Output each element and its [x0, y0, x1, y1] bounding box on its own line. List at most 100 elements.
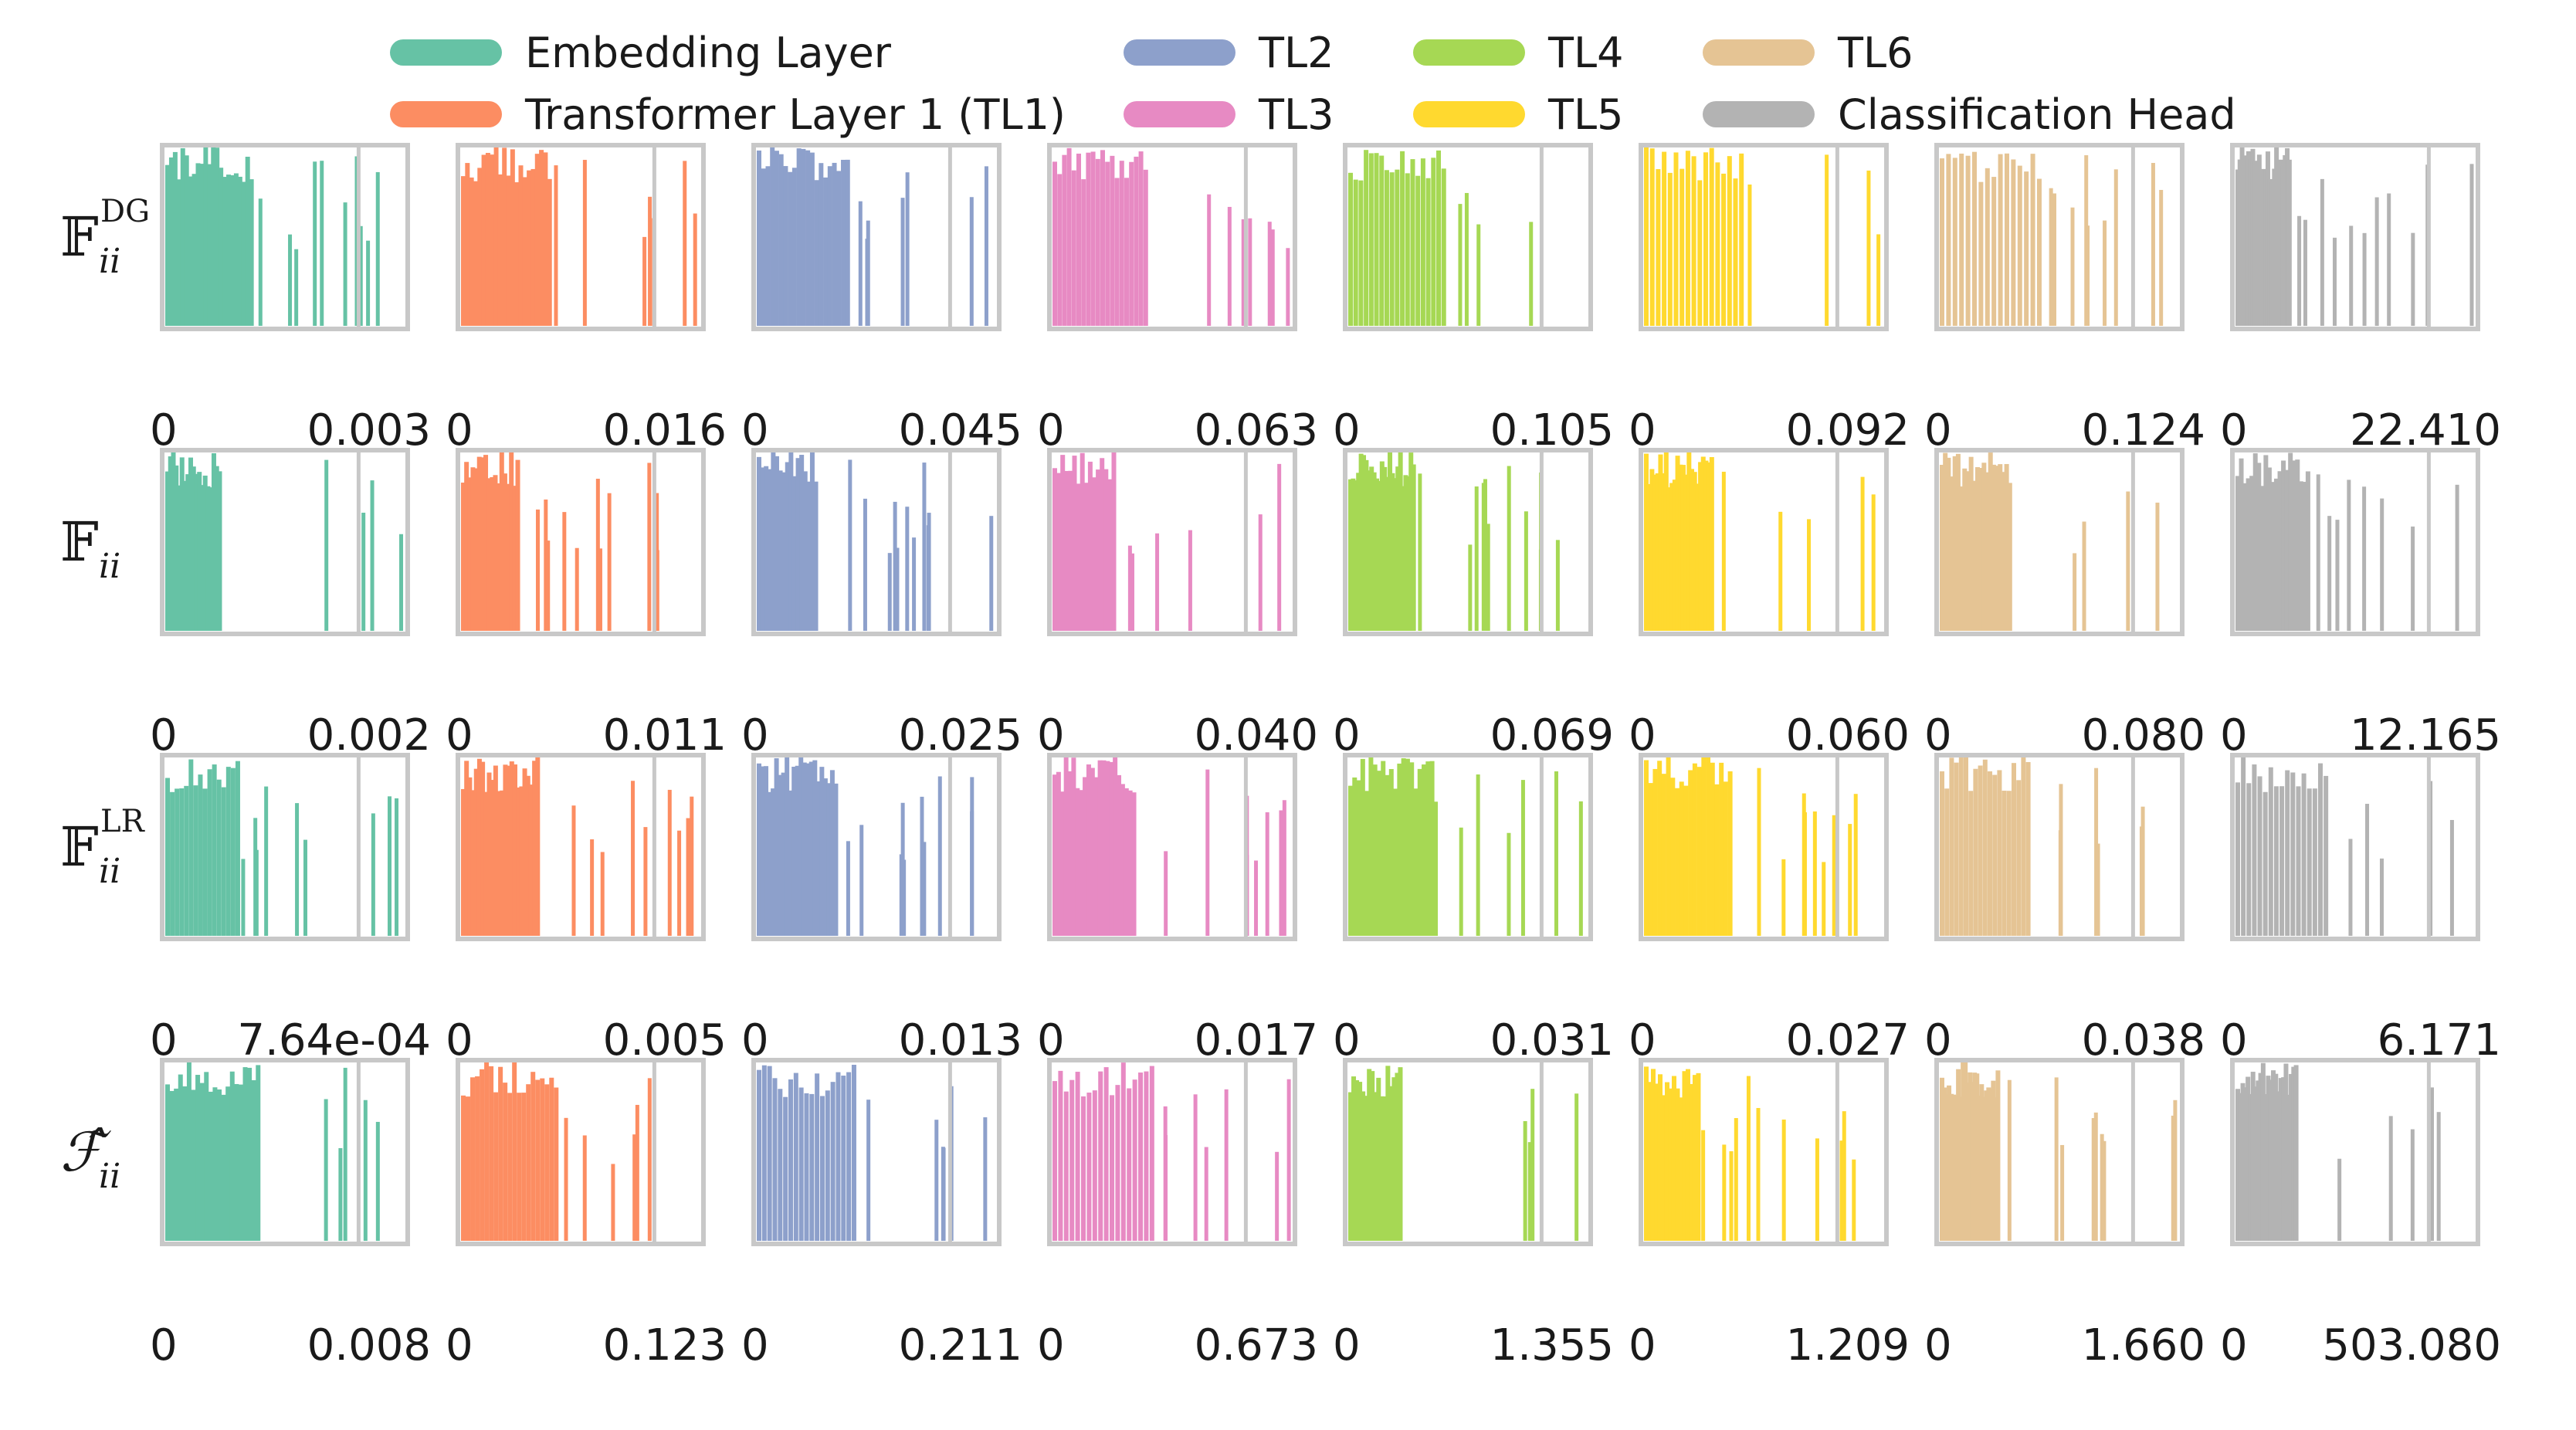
- row-label-main: ℱ̂: [60, 1120, 111, 1184]
- histogram-bar: [1397, 763, 1402, 936]
- histogram-bar: [388, 796, 392, 936]
- histogram-bar: [2388, 1116, 2393, 1241]
- histogram-bar: [1507, 832, 1511, 936]
- histogram-bar: [788, 790, 793, 936]
- histogram-bar: [642, 236, 647, 326]
- x-tick-max: 0.069: [1490, 710, 1614, 761]
- histogram-bar: [1090, 151, 1096, 326]
- histogram-bar: [188, 176, 193, 326]
- histogram-bar: [1395, 169, 1400, 326]
- histogram-bar: [490, 154, 495, 326]
- histogram-bar: [539, 150, 544, 326]
- histogram-bar: [829, 770, 835, 936]
- histogram-bar: [760, 766, 765, 936]
- histogram-bar: [1138, 151, 1144, 326]
- legend-item: Classification Head: [1703, 90, 2236, 139]
- histogram-bar: [582, 1135, 587, 1241]
- histogram-bar: [2113, 169, 2118, 326]
- histogram-bar: [1663, 451, 1669, 631]
- panel-frame: [1343, 448, 1593, 636]
- histogram-bar: [1679, 168, 1685, 326]
- legend-item: Transformer Layer 1 (TL1): [390, 90, 1066, 139]
- histogram-bar: [2283, 1063, 2289, 1241]
- histogram-bar: [1866, 170, 1871, 326]
- histogram-bar: [1993, 1097, 1998, 1241]
- histogram-bar: [2347, 479, 2351, 631]
- histogram-bar: [2337, 1158, 2342, 1241]
- x-tick-max: 0.080: [2082, 710, 2205, 761]
- histogram-bar: [2429, 1087, 2434, 1241]
- histogram-bar: [1649, 469, 1655, 631]
- histogram-bar: [1188, 530, 1192, 631]
- panel: 0 12.165: [2220, 448, 2501, 761]
- panel-frame: [1343, 753, 1593, 941]
- histogram-bar: [522, 177, 527, 326]
- histogram-bar: [2159, 189, 2164, 326]
- histogram-bar: [1117, 774, 1122, 936]
- histogram-bar: [1666, 487, 1672, 631]
- histogram-bar: [1954, 762, 1959, 936]
- histogram-bar: [1364, 459, 1369, 631]
- histogram-bar: [241, 181, 246, 326]
- histogram-bar: [2277, 471, 2283, 631]
- histogram-bar: [2052, 193, 2056, 326]
- histogram-bar: [172, 151, 178, 326]
- histogram-bar: [521, 1093, 527, 1241]
- histogram-bar: [540, 1078, 545, 1241]
- x-tick-max: 0.031: [1490, 1015, 1614, 1066]
- histogram-bar: [1756, 1107, 1761, 1241]
- histogram-bar: [1354, 1080, 1360, 1241]
- histogram-bar: [2312, 788, 2317, 936]
- histogram-bar: [229, 175, 235, 326]
- histogram-bar: [941, 1147, 945, 1241]
- histogram-bar: [1241, 219, 1246, 326]
- histogram-bar: [2246, 478, 2251, 631]
- histogram-bar: [1096, 469, 1101, 631]
- histogram-bar: [473, 768, 479, 936]
- histogram-bar: [470, 467, 476, 631]
- histogram-bar: [1655, 473, 1660, 631]
- histogram-bar: [507, 1093, 513, 1241]
- x-tick-max: 0.123: [603, 1320, 727, 1371]
- histogram-bar: [217, 471, 222, 631]
- histogram-bar: [1374, 478, 1380, 631]
- histogram-bar: [1127, 1088, 1132, 1241]
- histogram-bar: [1382, 466, 1388, 631]
- panel-frame: [1934, 448, 2185, 636]
- panel-frame: [751, 448, 1002, 636]
- histogram-bar: [493, 475, 498, 631]
- histogram-bar: [256, 1065, 261, 1241]
- histogram-bar: [2001, 791, 2007, 936]
- histogram-bar: [375, 1121, 380, 1241]
- histogram-bar: [1701, 1130, 1706, 1241]
- histogram-bar: [1100, 458, 1105, 631]
- histogram-bar: [1134, 156, 1139, 326]
- histogram-bar: [1388, 452, 1393, 631]
- histogram-bar: [2250, 1072, 2256, 1241]
- histogram-bar: [1364, 150, 1369, 326]
- histogram-bar: [207, 164, 212, 326]
- histogram-bar: [188, 759, 194, 936]
- histogram-bar: [1678, 464, 1683, 631]
- histogram-bar: [497, 174, 503, 326]
- histogram-bar: [845, 159, 850, 326]
- panel: 0 1.660: [1924, 1058, 2205, 1371]
- histogram-bar: [1715, 162, 1720, 326]
- histogram-bar: [1114, 178, 1120, 326]
- row-label-subscript: ii: [99, 547, 120, 586]
- panel: 0 0.011: [446, 448, 727, 761]
- histogram-bar: [1436, 150, 1442, 326]
- histogram-bar: [2268, 767, 2273, 936]
- histogram-bar: [819, 163, 824, 326]
- histogram-bar: [1056, 771, 1061, 936]
- histogram-bar: [1405, 758, 1410, 936]
- histogram-bar: [1664, 1082, 1669, 1241]
- histogram-bar: [1071, 170, 1076, 326]
- histogram-bar: [1974, 467, 1980, 631]
- panel-frame: [160, 448, 410, 636]
- histogram-bar: [791, 476, 797, 631]
- histogram-bar: [643, 827, 648, 936]
- panel-frame: [1343, 143, 1593, 331]
- x-tick-min: 0: [1629, 1320, 1656, 1371]
- histogram-bar: [1832, 815, 1836, 936]
